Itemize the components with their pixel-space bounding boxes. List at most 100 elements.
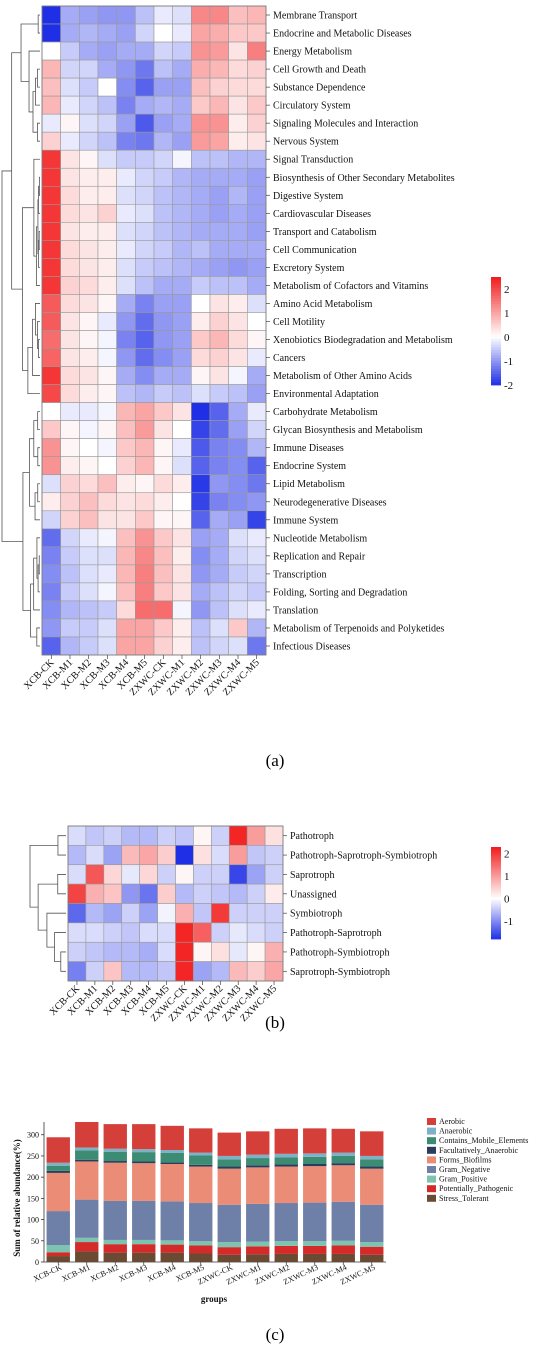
dendrogram-branch: [36, 627, 40, 647]
colorbar-segment: [491, 925, 501, 928]
heatmap-cell: [116, 384, 136, 403]
heatmap-cell: [116, 59, 136, 79]
heatmap-cell: [135, 456, 155, 476]
heatmap-cell: [209, 204, 229, 223]
heatmap-cell: [153, 546, 173, 566]
bar-segment: [303, 1245, 327, 1254]
colorbar-segment: [491, 909, 501, 912]
heatmap-cell: [135, 582, 155, 602]
bar-segment: [331, 1128, 355, 1153]
heatmap-cell: [97, 348, 117, 367]
bar-segment: [189, 1245, 213, 1254]
heatmap-row-label: Folding, Sorting and Degradation: [273, 587, 407, 598]
heatmap-cell: [209, 492, 229, 512]
heatmap-cell: [116, 420, 136, 439]
heatmap-cell: [228, 222, 248, 241]
heatmap-cell: [264, 941, 284, 962]
dendrogram-branch: [54, 932, 66, 963]
bar-segment: [75, 1237, 99, 1243]
heatmap-cell: [85, 825, 105, 846]
heatmap-cell: [172, 402, 192, 421]
bar-segment: [331, 1152, 355, 1156]
legend-swatch: [427, 1175, 436, 1183]
colorbar-segment: [491, 863, 501, 866]
heatmap-row-label: Symbiotroph: [290, 909, 342, 920]
heatmap-cell: [228, 384, 248, 403]
heatmap-cell: [79, 384, 99, 403]
heatmap-cell: [79, 77, 99, 97]
y-tick-label: 0: [35, 1258, 39, 1267]
heatmap-cell: [211, 864, 230, 885]
bar-segment: [132, 1239, 156, 1245]
heatmap-row-label: Excretory System: [273, 263, 345, 274]
heatmap-a-colorbar: 2 1 0 -1 -2: [491, 277, 513, 392]
heatmap-cell: [41, 5, 61, 25]
bar-segment: [46, 1170, 70, 1173]
heatmap-cell: [191, 276, 211, 295]
colorbar-segment: [491, 865, 501, 869]
heatmap-cell: [41, 113, 61, 133]
heatmap-cell: [41, 420, 61, 439]
bar-segment: [132, 1149, 156, 1153]
heatmap-cell: [135, 204, 155, 223]
heatmap-cell: [153, 131, 173, 151]
heatmap-cell: [153, 312, 173, 331]
bar-segment: [46, 1172, 70, 1212]
heatmap-cell: [97, 77, 117, 97]
heatmap-cell: [153, 204, 173, 223]
heatmap-cell: [97, 312, 117, 331]
heatmap-row-label: Cell Growth and Death: [273, 65, 366, 76]
heatmap-cell: [41, 204, 61, 223]
heatmap-cell: [41, 564, 61, 584]
heatmap-cell: [153, 167, 173, 187]
heatmap-cell: [116, 131, 136, 151]
heatmap-cell: [121, 961, 140, 982]
heatmap-cell: [191, 185, 211, 205]
colorbar-segment: [491, 870, 501, 873]
dendrogram-branch: [38, 176, 40, 196]
heatmap-cell: [97, 167, 117, 187]
heatmap-cell: [191, 294, 211, 313]
heatmap-cell: [60, 185, 80, 205]
bar-segment: [331, 1253, 355, 1262]
heatmap-cell: [116, 546, 136, 566]
heatmap-cell: [41, 330, 61, 349]
heatmap-cell: [157, 825, 176, 846]
colorbar-segment: [491, 922, 501, 926]
colorbar-segment: [491, 349, 501, 353]
heatmap-row-label: Membrane Transport: [273, 11, 357, 22]
heatmap-cell: [79, 258, 99, 277]
heatmap-cell: [60, 636, 80, 656]
heatmap-cell: [41, 348, 61, 367]
heatmap-cell: [85, 903, 105, 924]
heatmap-row-label: Neurodegenerative Diseases: [273, 497, 387, 508]
colorbar-segment: [491, 290, 501, 294]
heatmap-cell: [79, 438, 99, 457]
heatmap-cell: [191, 330, 211, 349]
heatmap-cell: [175, 864, 194, 885]
colorbar-segment: [491, 333, 501, 337]
heatmap-cell: [41, 149, 61, 169]
bar-segment: [274, 1245, 298, 1254]
colorbar-segment: [491, 320, 501, 324]
heatmap-cell: [209, 456, 229, 476]
heatmap-cell: [60, 510, 80, 530]
heatmap-row-label: Biosynthesis of Other Secondary Metaboli…: [273, 173, 455, 184]
heatmap-cell: [247, 113, 267, 133]
heatmap-cell: [228, 113, 248, 133]
bar-segment: [103, 1148, 127, 1152]
heatmap-cell: [172, 23, 192, 43]
heatmap-cell: [193, 903, 212, 924]
heatmap-cell: [172, 546, 192, 566]
heatmap-cell: [228, 618, 248, 638]
bar-segment: [103, 1244, 127, 1253]
heatmap-cell: [79, 528, 99, 548]
heatmap-cell: [116, 149, 136, 169]
heatmap-cell: [103, 961, 123, 982]
legend-label: Facultatively_Anaerobic: [439, 1146, 519, 1155]
colorbar-tick-label: 2: [504, 849, 510, 861]
bar-segment: [331, 1165, 355, 1202]
heatmap-cell: [153, 240, 173, 259]
dendrogram-branch: [38, 555, 40, 575]
